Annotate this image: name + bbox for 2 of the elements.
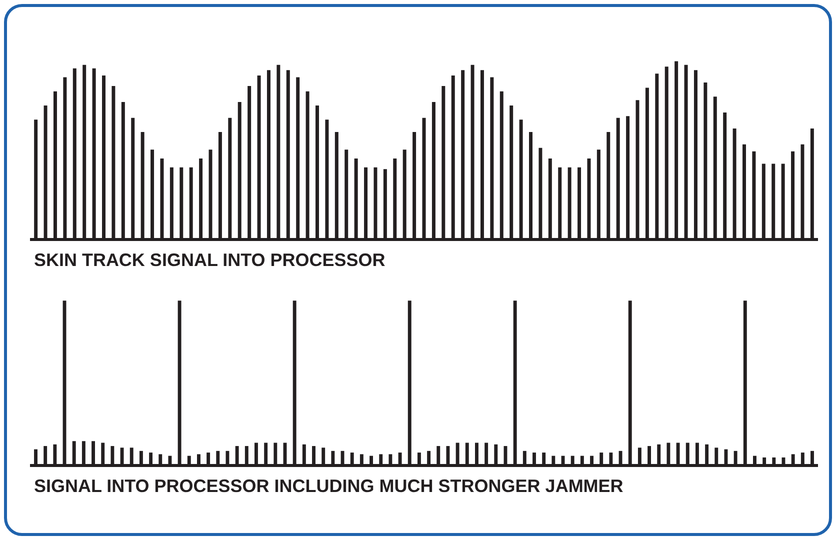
text: SKIN TRACK SIGNAL INTO PROCESSOR — [34, 250, 386, 270]
text: SIGNAL INTO PROCESSOR INCLUDING MUCH STRONGER JAMMER — [34, 476, 624, 496]
